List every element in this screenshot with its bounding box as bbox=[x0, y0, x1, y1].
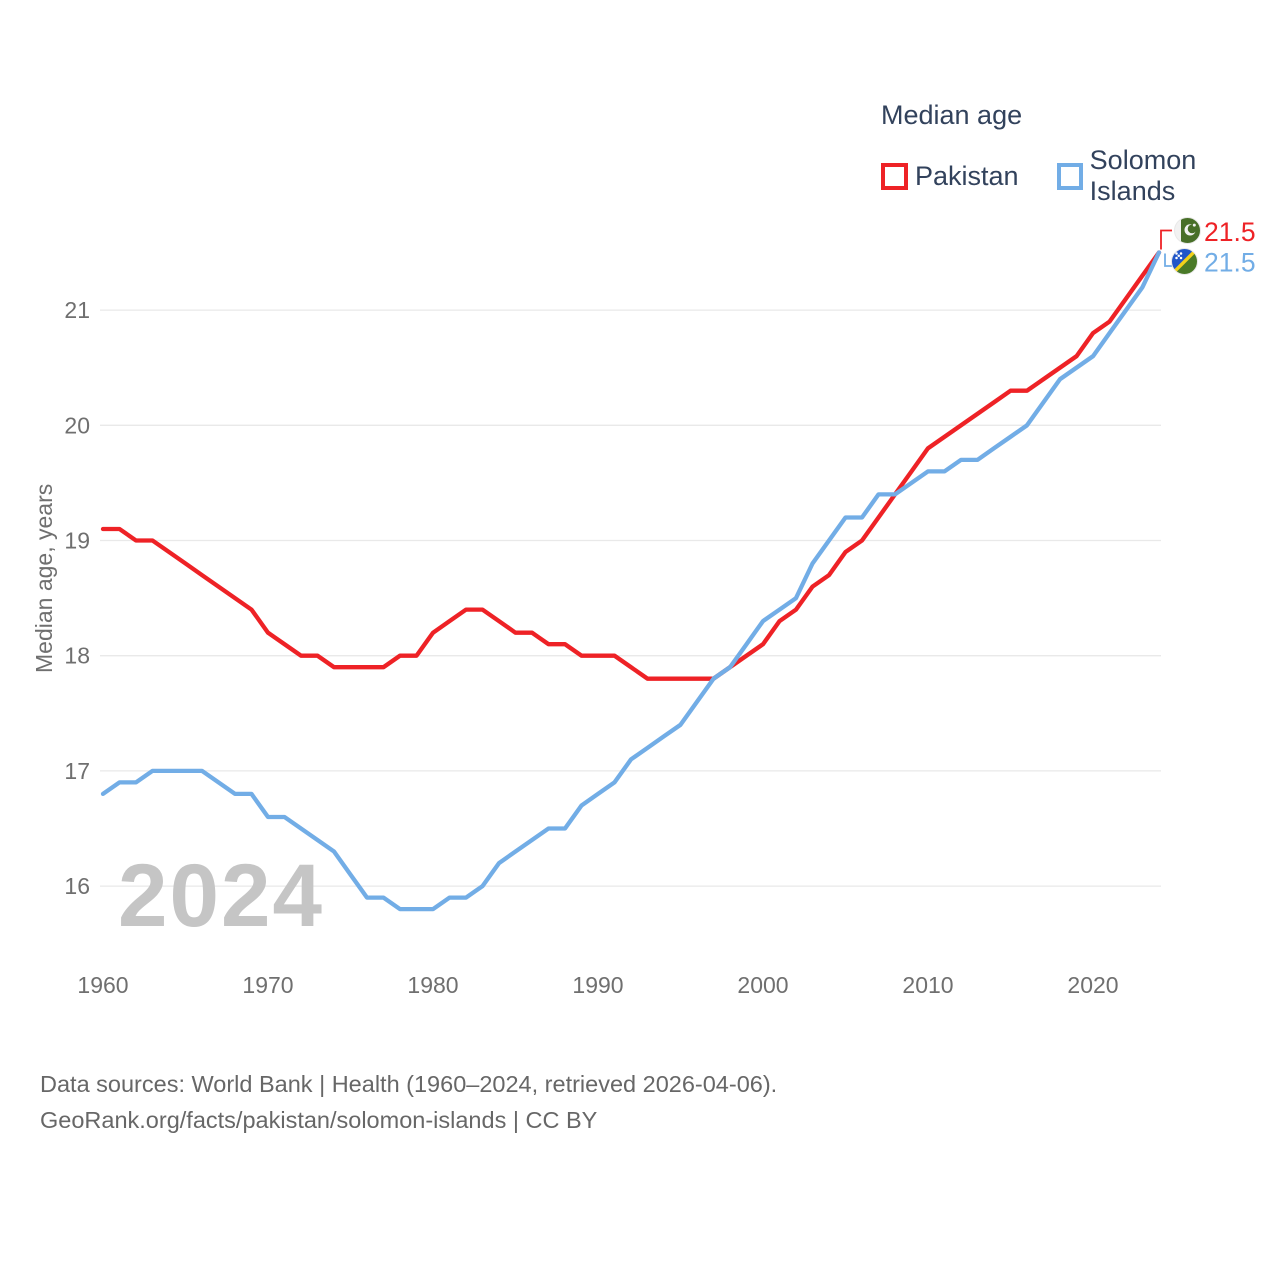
solomon-islands-line-swatch-icon bbox=[1056, 162, 1083, 190]
pakistan-flag-icon bbox=[1174, 217, 1201, 244]
legend-label-pakistan: Pakistan bbox=[915, 160, 1019, 191]
x-tick-label-1960: 1960 bbox=[77, 972, 128, 998]
line-solomon-islands bbox=[100, 250, 1162, 912]
y-tick-label-20: 20 bbox=[64, 412, 90, 438]
end-value-label-solomon-islands: 21.5 bbox=[1204, 248, 1256, 278]
x-tick-label-2000: 2000 bbox=[737, 972, 788, 998]
legend-title: Median age bbox=[881, 100, 1023, 130]
y-tick-label-21: 21 bbox=[64, 297, 90, 323]
end-annotations-layer bbox=[1160, 217, 1201, 275]
y-tick-label-17: 17 bbox=[64, 758, 90, 784]
legend-item-pakistan[interactable]: Pakistan bbox=[881, 161, 1019, 192]
legend-items: Pakistan Solomon Islands bbox=[881, 145, 1280, 207]
gridlines-layer bbox=[100, 309, 1161, 887]
y-axis-title: Median age, years bbox=[31, 484, 57, 673]
x-tick-label-1980: 1980 bbox=[407, 972, 458, 998]
year-watermark: 2024 bbox=[118, 845, 324, 945]
georank-url-line: GeoRank.org/facts/pakistan/solomon-islan… bbox=[40, 1107, 598, 1133]
y-tick-label-18: 18 bbox=[64, 643, 90, 669]
legend-label-solomon-islands: Solomon Islands bbox=[1089, 145, 1197, 206]
legend-item-solomon-islands[interactable]: Solomon Islands bbox=[1056, 145, 1280, 207]
end-value-label-pakistan: 21.5 bbox=[1204, 217, 1256, 247]
x-tick-label-1970: 1970 bbox=[242, 972, 293, 998]
pakistan-leader-line bbox=[1160, 229, 1172, 250]
axis-ticks-layer: 16 17 18 19 20 21 1960 1970 1980 1990 2000 2010 2020 bbox=[64, 297, 1118, 998]
solomon-islands-flag-icon bbox=[1171, 248, 1198, 275]
legend: Median age Pakistan Solomon Islands bbox=[881, 100, 1280, 207]
line-pakistan bbox=[100, 250, 1162, 681]
x-tick-label-2010: 2010 bbox=[902, 972, 953, 998]
x-tick-label-2020: 2020 bbox=[1067, 972, 1118, 998]
y-tick-label-19: 19 bbox=[64, 528, 90, 554]
x-tick-label-1990: 1990 bbox=[572, 972, 623, 998]
pakistan-line-swatch-icon bbox=[881, 162, 908, 190]
solomon-islands-leader-line bbox=[1164, 253, 1172, 267]
data-lines-layer bbox=[100, 250, 1162, 912]
data-sources-line: Data sources: World Bank | Health (1960–… bbox=[40, 1071, 778, 1097]
source-attribution: Data sources: World Bank | Health (1960–… bbox=[40, 1066, 777, 1138]
y-tick-label-16: 16 bbox=[64, 873, 90, 899]
